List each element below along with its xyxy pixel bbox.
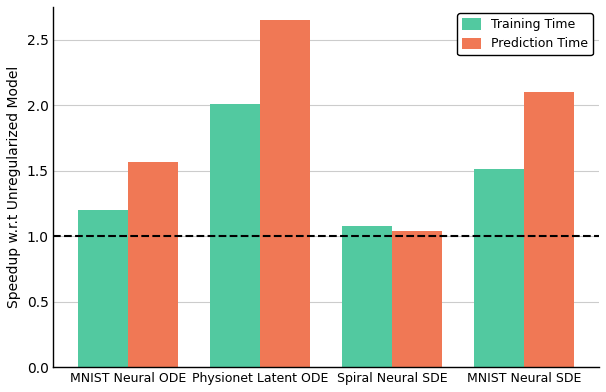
Bar	[260, 20, 310, 367]
Bar	[474, 169, 524, 367]
Bar	[392, 231, 442, 367]
Bar	[78, 210, 128, 367]
Bar	[524, 92, 574, 367]
Y-axis label: Speedup w.r.t Unregularized Model: Speedup w.r.t Unregularized Model	[7, 66, 21, 308]
Bar	[210, 104, 260, 367]
Legend: Training Time, Prediction Time: Training Time, Prediction Time	[457, 13, 593, 55]
Bar	[128, 162, 178, 367]
Bar	[342, 226, 392, 367]
